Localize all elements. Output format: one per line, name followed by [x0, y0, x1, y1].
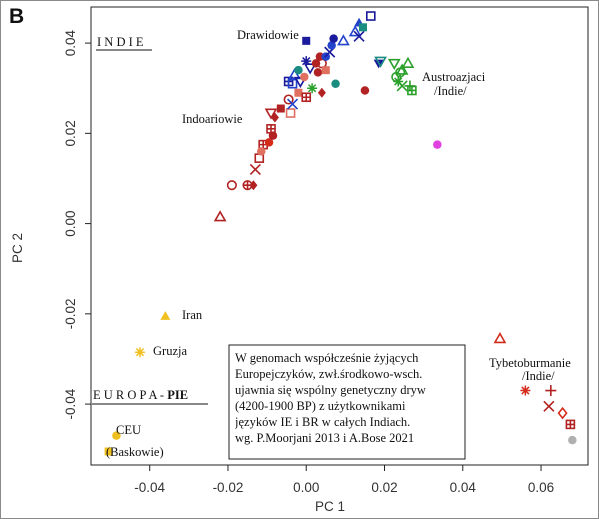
data-point — [565, 419, 576, 430]
annotation-line: ujawnia się wspólny genetyczny dryw — [235, 383, 426, 397]
data-point — [285, 108, 296, 118]
data-point — [307, 83, 318, 94]
label-austroazjaci-indie: /Indie/ — [434, 84, 467, 98]
annotation-line: wg. P.Moorjani 2013 i A.Bose 2021 — [235, 431, 415, 445]
data-point — [276, 104, 285, 113]
data-point — [287, 78, 298, 89]
data-point — [213, 210, 227, 222]
data-point — [407, 85, 417, 96]
y-tick-label: 0.00 — [63, 210, 78, 236]
data-point — [226, 180, 237, 191]
data-points — [104, 11, 577, 456]
annotation-text: W genomach współcześnie żyjących Europejc… — [235, 350, 463, 446]
data-point — [348, 25, 362, 37]
label-tybetoburmanie-indie: /Indie/ — [522, 369, 555, 383]
data-point — [358, 23, 367, 32]
data-point — [313, 68, 323, 77]
y-tick-label: 0.04 — [63, 29, 78, 56]
y-tick-label: -0.02 — [63, 298, 78, 329]
data-point — [329, 34, 338, 43]
label-austroazjaci: Austroazjaci — [422, 70, 486, 84]
data-point — [286, 98, 299, 110]
x-axis: -0.04 -0.02 0.00 0.02 0.04 0.06 — [134, 465, 554, 495]
annotation-line: Europejczyków, zwł.środkowo-wsch. — [235, 367, 423, 381]
label-iran: Iran — [182, 308, 203, 322]
label-ceu: CEU — [116, 423, 141, 437]
data-point — [396, 80, 408, 92]
annotation-line: języków IE i BR w całych Indiach. — [235, 415, 411, 429]
label-indie: I N D I E — [97, 35, 144, 49]
data-point — [395, 63, 409, 75]
data-point — [317, 87, 326, 98]
plot-area — [90, 6, 589, 466]
y-tick-label: 0.02 — [63, 120, 78, 146]
annotation-box-content: W genomach współcześnie żyjących Europejc… — [235, 350, 463, 446]
data-point — [543, 400, 555, 412]
annotation-box — [228, 344, 466, 460]
data-point — [321, 66, 330, 75]
figure-label: B — [9, 5, 24, 28]
data-point — [134, 347, 145, 358]
data-point — [353, 30, 365, 42]
data-point — [327, 41, 336, 50]
x-tick-label: 0.06 — [528, 480, 554, 495]
data-point — [301, 92, 312, 103]
data-point — [112, 431, 121, 440]
data-point — [283, 94, 294, 105]
data-point — [493, 332, 507, 344]
x-axis-label: PC 1 — [315, 499, 345, 514]
x-tick-label: -0.04 — [134, 480, 165, 495]
x-tick-label: -0.02 — [213, 480, 244, 495]
data-point — [433, 140, 442, 149]
data-point — [557, 406, 568, 420]
label-europa: E U R O P A - PIE — [93, 388, 188, 402]
data-point — [104, 447, 113, 456]
data-point — [160, 311, 171, 320]
data-point — [387, 58, 401, 71]
label-tybetoburmanie: Tybetoburmanie — [489, 356, 571, 370]
label-drawidowie: Drawidowie — [237, 28, 299, 42]
annotation-line: (4200-1900 BP) z użytkownikami — [235, 399, 406, 413]
data-point — [366, 11, 376, 21]
data-point — [256, 147, 266, 156]
x-tick-label: 0.00 — [293, 480, 319, 495]
y-tick-label: -0.04 — [63, 388, 78, 419]
label-baskowie: (Baskowie) — [106, 445, 164, 459]
data-point — [268, 131, 278, 140]
data-point — [303, 63, 317, 75]
data-point — [568, 435, 577, 445]
data-point — [301, 56, 312, 67]
data-point — [264, 108, 278, 120]
x-tick-label: 0.04 — [450, 480, 477, 495]
y-axis-label: PC 2 — [10, 233, 25, 263]
data-point — [302, 36, 311, 45]
data-point — [374, 56, 387, 68]
label-gruzja: Gruzja — [153, 344, 187, 358]
annotation-line: W genomach współcześnie żyjących — [235, 351, 419, 365]
data-point — [294, 88, 303, 97]
data-point — [264, 138, 274, 147]
data-point — [294, 65, 303, 75]
data-point — [249, 163, 261, 176]
data-point — [249, 180, 258, 191]
data-point — [360, 86, 370, 95]
data-point — [545, 385, 557, 397]
data-point — [337, 34, 350, 46]
data-point — [401, 56, 415, 68]
data-point — [520, 385, 531, 396]
data-point — [300, 72, 309, 82]
x-tick-label: 0.02 — [371, 480, 397, 495]
y-axis: -0.04 -0.02 0.00 0.02 0.04 — [63, 29, 91, 419]
data-point — [331, 79, 340, 88]
label-indoariowie: Indoariowie — [182, 112, 243, 126]
